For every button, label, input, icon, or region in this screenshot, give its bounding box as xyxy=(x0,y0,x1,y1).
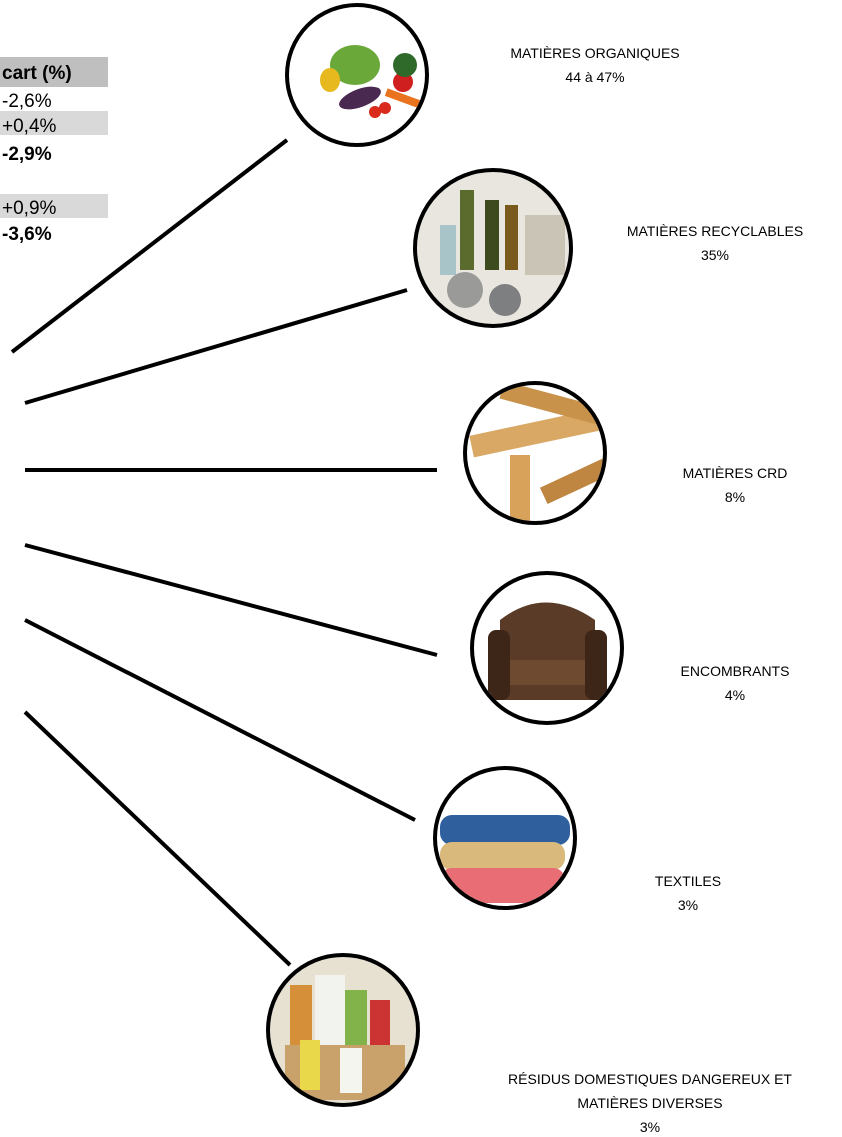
item-label: MATIÈRES RECYCLABLES xyxy=(627,223,803,239)
connectors xyxy=(10,138,438,967)
item-label: MATIÈRES DIVERSES xyxy=(577,1095,722,1111)
item-share: 35% xyxy=(701,247,729,263)
item-share: 3% xyxy=(678,897,698,913)
item-label: MATIÈRES ORGANIQUES xyxy=(510,45,679,61)
frame xyxy=(433,766,577,910)
frame xyxy=(266,953,420,1107)
image-crd xyxy=(467,385,603,521)
table: cart (%) -2,6% +0,4% -2,9% +0,9% -3,6% xyxy=(0,57,108,245)
item-share: 44 à 47% xyxy=(565,69,624,85)
header-cell xyxy=(0,57,108,87)
connector xyxy=(23,710,292,967)
connector xyxy=(24,543,438,657)
row-bg xyxy=(0,111,108,135)
item-label: ENCOMBRANTS xyxy=(681,663,790,679)
item-share: 8% xyxy=(725,489,745,505)
item-share: 3% xyxy=(640,1119,660,1135)
connector xyxy=(10,138,289,354)
frame xyxy=(285,3,429,147)
cell: -2,9% xyxy=(2,144,52,165)
cell: -3,6% xyxy=(2,224,52,245)
item-share: 4% xyxy=(725,687,745,703)
connector xyxy=(24,288,408,405)
image-recyclable xyxy=(417,172,569,324)
header: cart (%) xyxy=(2,63,72,84)
frame xyxy=(463,381,607,525)
frame xyxy=(413,168,573,328)
image-bulky xyxy=(474,575,620,721)
frame xyxy=(470,571,624,725)
cell: +0,4% xyxy=(2,116,57,137)
item-label: MATIÈRES CRD xyxy=(683,465,788,481)
cell: +0,9% xyxy=(2,198,57,219)
image-hazardous xyxy=(270,957,416,1103)
item-label: TEXTILES xyxy=(655,873,721,889)
image-organic xyxy=(289,7,425,143)
connector xyxy=(24,618,416,822)
circle-frames xyxy=(266,3,624,1107)
row-bg xyxy=(0,194,108,218)
cell: -2,6% xyxy=(2,91,52,112)
item-label: RÉSIDUS DOMESTIQUES DANGEREUX ET xyxy=(508,1071,792,1087)
image-textiles xyxy=(437,770,573,906)
